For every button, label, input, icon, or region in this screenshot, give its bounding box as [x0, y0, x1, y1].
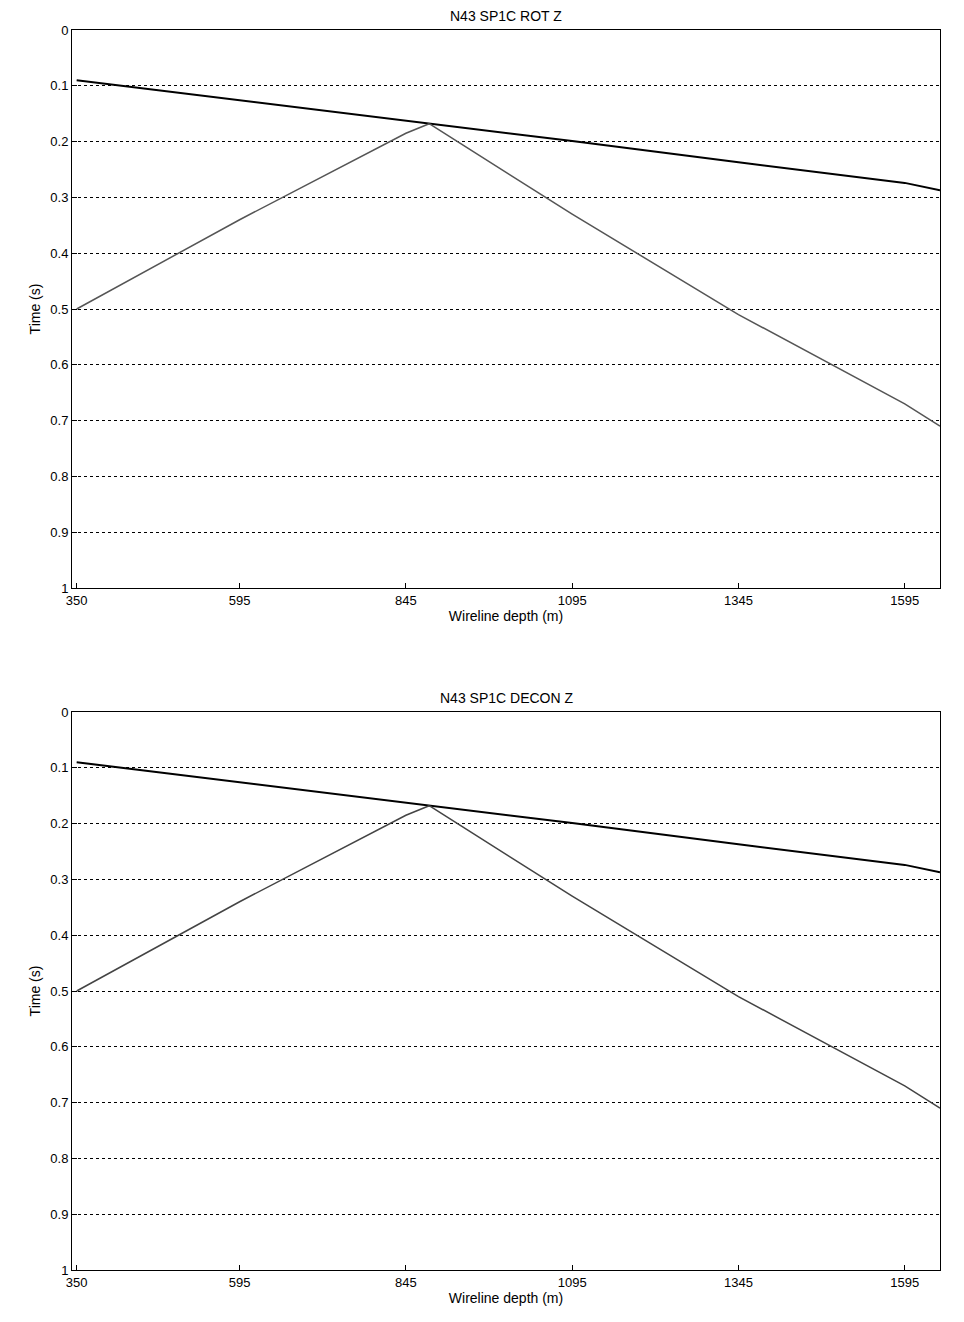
svg-text:1345: 1345: [724, 593, 753, 608]
svg-text:0.3: 0.3: [50, 190, 68, 205]
svg-text:0: 0: [61, 23, 68, 38]
svg-text:0.8: 0.8: [50, 469, 68, 484]
svg-text:0.5: 0.5: [50, 984, 68, 999]
svg-text:0.6: 0.6: [50, 357, 68, 372]
svg-text:Wireline depth (m): Wireline depth (m): [449, 608, 563, 624]
svg-text:0.4: 0.4: [50, 928, 68, 943]
svg-text:0.9: 0.9: [50, 525, 68, 540]
svg-text:0.8: 0.8: [50, 1151, 68, 1166]
svg-text:N43 SP1C DECON Z: N43 SP1C DECON Z: [440, 690, 573, 706]
svg-text:0.9: 0.9: [50, 1207, 68, 1222]
svg-text:350: 350: [66, 1275, 88, 1290]
svg-text:1095: 1095: [558, 593, 587, 608]
svg-text:0.6: 0.6: [50, 1039, 68, 1054]
svg-text:0.1: 0.1: [50, 760, 68, 775]
svg-text:595: 595: [229, 593, 251, 608]
svg-text:845: 845: [395, 593, 417, 608]
svg-text:1595: 1595: [890, 593, 919, 608]
svg-text:1: 1: [61, 581, 68, 596]
svg-text:0.7: 0.7: [50, 413, 68, 428]
svg-text:595: 595: [229, 1275, 251, 1290]
svg-text:0.4: 0.4: [50, 246, 68, 261]
svg-text:0.3: 0.3: [50, 872, 68, 887]
svg-text:Time (s): Time (s): [27, 284, 43, 335]
svg-text:1345: 1345: [724, 1275, 753, 1290]
svg-text:Time (s): Time (s): [27, 966, 43, 1017]
svg-text:0.5: 0.5: [50, 302, 68, 317]
svg-text:350: 350: [66, 593, 88, 608]
svg-text:0: 0: [61, 705, 68, 720]
svg-text:0.7: 0.7: [50, 1095, 68, 1110]
svg-text:0.1: 0.1: [50, 78, 68, 93]
svg-text:0.2: 0.2: [50, 816, 68, 831]
svg-text:0.2: 0.2: [50, 134, 68, 149]
svg-text:1095: 1095: [558, 1275, 587, 1290]
svg-text:Wireline depth (m): Wireline depth (m): [449, 1290, 563, 1306]
svg-text:N43 SP1C ROT Z: N43 SP1C ROT Z: [450, 8, 562, 24]
svg-text:1595: 1595: [890, 1275, 919, 1290]
svg-text:1: 1: [61, 1263, 68, 1278]
svg-text:845: 845: [395, 1275, 417, 1290]
